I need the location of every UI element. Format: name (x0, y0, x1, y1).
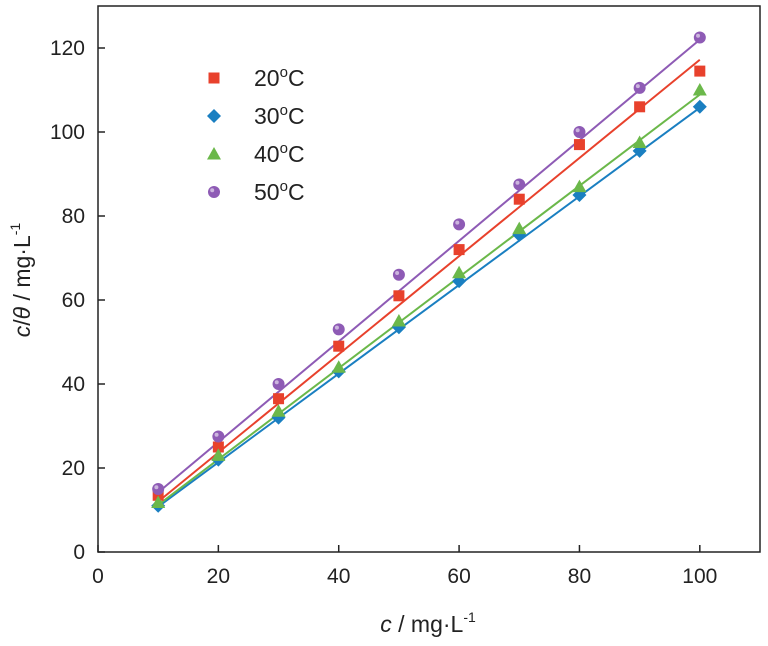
point-20 (333, 340, 345, 352)
point-20 (212, 441, 224, 453)
point-40 (632, 135, 647, 148)
point-20 (694, 65, 706, 77)
point-40 (271, 404, 286, 417)
point-50-highlight (214, 432, 219, 437)
legend-marker-50-highlight (210, 188, 215, 193)
point-50 (332, 323, 345, 336)
y-tick-label: 20 (62, 457, 85, 480)
point-20 (634, 101, 646, 113)
x-tick-label: 40 (327, 565, 350, 588)
y-tick-label: 80 (62, 205, 85, 228)
point-50 (633, 81, 646, 94)
legend-marker-20 (208, 72, 220, 84)
point-40 (151, 495, 166, 508)
point-50 (513, 178, 526, 191)
point-50-highlight (334, 325, 339, 330)
y-tick-label: 120 (50, 37, 85, 60)
point-50 (212, 430, 225, 443)
legend-marker-50 (208, 186, 220, 198)
fit-line-20 (157, 58, 701, 503)
axes: 0 20 40 60 80 100 0 20 40 60 80 100 120 (50, 5, 761, 588)
point-20 (273, 393, 285, 405)
point-50 (272, 378, 285, 390)
point-20 (573, 139, 585, 151)
y-tick-label: 0 (73, 541, 85, 564)
fit-line-40 (157, 93, 701, 506)
point-50-highlight (635, 84, 640, 89)
legend-label-40: 40oC (254, 140, 305, 167)
point-50-highlight (575, 128, 580, 133)
plot-frame (97, 5, 761, 553)
legend: 20oC 30oC 40oC 50oC (207, 64, 305, 205)
point-40 (572, 179, 587, 193)
point-50 (152, 483, 165, 495)
x-tick-label: 20 (207, 565, 230, 588)
y-tick-label: 100 (50, 121, 85, 144)
point-40 (331, 360, 346, 373)
point-30 (692, 99, 707, 114)
y-tick-label: 60 (62, 289, 85, 312)
point-40 (391, 314, 406, 327)
fit-line-50 (157, 38, 701, 494)
fit-line-30 (157, 106, 701, 508)
legend-label-50: 50oC (254, 178, 305, 205)
fit-lines (157, 38, 701, 508)
x-tick-label: 100 (682, 565, 717, 588)
legend-marker-40 (207, 147, 221, 160)
point-20 (152, 489, 164, 501)
point-50-highlight (696, 33, 701, 38)
x-axis-title: c / mg·L-1 (380, 609, 476, 637)
point-50-highlight (274, 380, 279, 385)
point-50 (392, 268, 405, 281)
x-tick-label: 80 (568, 565, 591, 588)
point-50-highlight (515, 180, 520, 185)
point-50 (573, 126, 586, 138)
legend-marker-30 (207, 109, 221, 123)
data-points (151, 31, 707, 513)
y-axis-title: c/θ / mg·L-1 (7, 223, 35, 338)
point-20 (393, 290, 405, 302)
point-40 (512, 221, 527, 235)
point-40 (452, 265, 467, 279)
x-tick-label: 0 (92, 565, 104, 588)
y-tick-label: 40 (62, 373, 85, 396)
legend-label-30: 30oC (254, 102, 305, 129)
point-50-highlight (395, 271, 400, 275)
point-40 (692, 83, 707, 96)
point-20 (453, 244, 465, 256)
x-tick-label: 60 (447, 565, 470, 588)
point-40 (211, 448, 226, 461)
point-50-highlight (154, 485, 159, 490)
point-50 (453, 218, 466, 231)
legend-label-20: 20oC (254, 64, 305, 91)
point-20 (513, 193, 525, 205)
point-50-highlight (455, 220, 460, 225)
point-50 (693, 31, 706, 44)
